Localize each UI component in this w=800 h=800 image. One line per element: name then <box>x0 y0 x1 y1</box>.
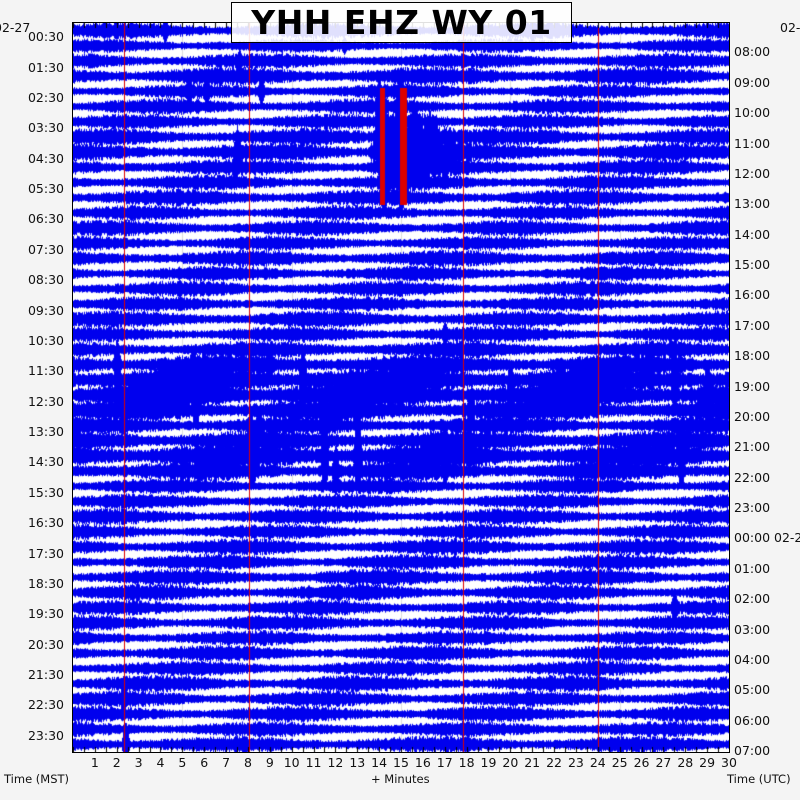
left-time-tick: 09:30 <box>27 302 64 318</box>
bottom-axis-caption: + Minutes <box>371 772 430 786</box>
minute-tick: 27 <box>655 755 672 770</box>
minute-tick: 26 <box>633 755 650 770</box>
seismic-trace-canvas <box>73 23 729 752</box>
left-time-tick: 05:30 <box>27 181 64 197</box>
left-time-tick: 02:30 <box>27 89 64 105</box>
start-date-label: 02-27 <box>0 20 31 35</box>
minute-tick: 6 <box>200 755 209 770</box>
right-time-tick: 19:00 <box>734 378 771 394</box>
right-time-tick: 10:00 <box>734 105 771 121</box>
minute-tick: 20 <box>502 755 519 770</box>
left-time-tick: 20:30 <box>27 636 64 652</box>
minute-tick: 22 <box>546 755 563 770</box>
right-time-tick: 12:00 <box>734 165 771 181</box>
minute-tick: 30 <box>721 755 737 770</box>
minute-tick: 13 <box>349 755 366 770</box>
left-time-tick: 21:30 <box>27 667 64 683</box>
minute-tick: 19 <box>480 755 497 770</box>
left-time-tick: 23:30 <box>27 727 64 743</box>
helicorder-plot[interactable] <box>72 22 730 753</box>
left-time-tick: 18:30 <box>27 575 64 591</box>
right-time-tick: 07:00 <box>734 743 771 758</box>
left-time-tick: 06:30 <box>27 211 64 227</box>
left-time-tick: 11:30 <box>27 363 64 379</box>
left-time-tick: 07:30 <box>27 241 64 257</box>
left-time-tick: 17:30 <box>27 545 64 561</box>
left-time-tick: 16:30 <box>27 515 64 531</box>
right-time-tick: 09:00 <box>734 74 771 90</box>
end-date-label-top: 02-28 <box>780 20 800 35</box>
right-time-tick: 08:00 <box>734 44 771 60</box>
right-time-tick: 14:00 <box>734 226 771 242</box>
right-time-tick: 21:00 <box>734 439 771 455</box>
minute-tick: 1 <box>90 755 99 770</box>
minute-tick: 23 <box>567 755 584 770</box>
left-time-tick: 15:30 <box>27 484 64 500</box>
right-time-tick: 06:00 <box>734 712 771 728</box>
minute-tick: 5 <box>178 755 187 770</box>
right-time-tick: 11:00 <box>734 135 771 151</box>
right-time-tick: 23:00 <box>734 500 771 515</box>
right-axis-caption: Time (UTC) <box>727 772 791 786</box>
minute-tick: 11 <box>305 755 322 770</box>
minute-tick: 8 <box>243 755 252 770</box>
left-time-tick: 14:30 <box>27 454 64 470</box>
left-time-tick: 22:30 <box>27 697 64 713</box>
page-title: YHH EHZ WY 01 <box>251 3 552 42</box>
minute-tick: 2 <box>112 755 121 770</box>
right-time-tick: 01:00 <box>734 560 771 576</box>
right-time-tick: 17:00 <box>734 317 771 333</box>
right-time-tick: 05:00 <box>734 682 771 698</box>
left-time-tick: 19:30 <box>27 606 64 622</box>
minute-tick: 7 <box>222 755 231 770</box>
left-time-tick: 13:30 <box>27 424 64 440</box>
right-time-tick: 15:00 <box>734 257 771 272</box>
right-time-tick: 04:00 <box>734 651 771 667</box>
right-time-tick: 20:00 <box>734 408 771 424</box>
minute-tick: 17 <box>436 755 453 770</box>
minute-tick: 3 <box>134 755 143 770</box>
left-time-tick: 03:30 <box>27 120 64 136</box>
right-time-tick: 18:00 <box>734 348 771 364</box>
left-time-tick: 08:30 <box>27 272 64 288</box>
minute-tick: 10 <box>283 755 300 770</box>
left-time-tick: 00:30 <box>27 29 64 45</box>
minute-tick: 28 <box>677 755 694 770</box>
minute-tick: 9 <box>265 755 274 770</box>
left-time-tick: 10:30 <box>27 332 64 348</box>
minute-tick: 21 <box>524 755 541 770</box>
minute-tick: 15 <box>393 755 409 770</box>
minute-tick: 4 <box>156 755 165 770</box>
right-time-tick: 22:00 <box>734 469 771 485</box>
minute-tick: 12 <box>327 755 344 770</box>
left-time-tick: 01:30 <box>27 59 64 75</box>
minute-tick: 29 <box>699 755 716 770</box>
left-time-tick: 04:30 <box>27 150 64 166</box>
station-title-box: YHH EHZ WY 01 <box>231 2 572 43</box>
right-time-tick: 03:00 <box>734 621 771 637</box>
minute-tick: 24 <box>589 755 606 770</box>
right-time-tick: 13:00 <box>734 196 771 212</box>
minute-tick: 16 <box>414 755 431 770</box>
minute-tick: 18 <box>458 755 475 770</box>
right-time-tick: 00:00 02-28 <box>734 530 800 546</box>
left-time-tick: 12:30 <box>27 393 64 409</box>
right-time-tick: 02:00 <box>734 591 771 607</box>
minute-tick: 25 <box>611 755 628 770</box>
right-time-tick: 16:00 <box>734 287 771 303</box>
left-axis-caption: Time (MST) <box>4 772 70 786</box>
minute-tick: 14 <box>371 755 388 770</box>
